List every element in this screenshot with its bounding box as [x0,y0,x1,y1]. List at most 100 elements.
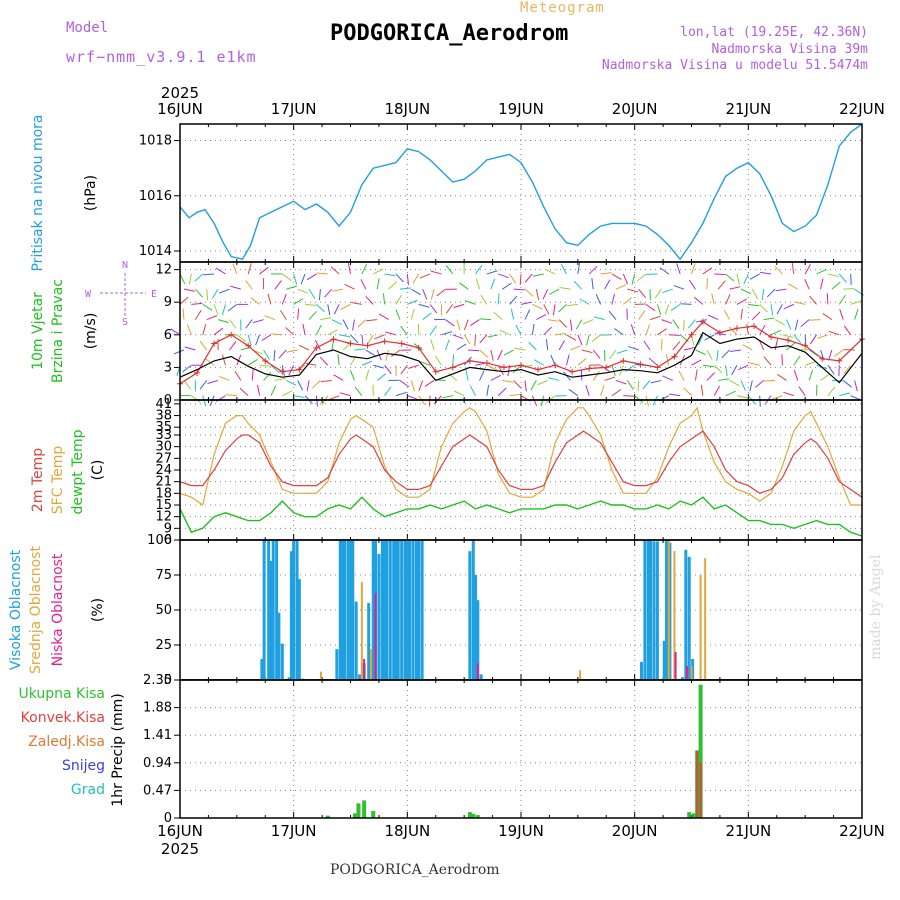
wind-arrow [509,273,517,284]
wind-arrow [452,334,464,340]
temp-ylabel-sfc: SFC Temp [50,446,66,515]
date-label-top: 20JUN [612,100,658,118]
wind-arrow [274,377,286,381]
wind-arrow [347,263,351,275]
wind-arrow [683,319,685,331]
wind-arrow [332,288,344,292]
wind-arrow [186,324,192,335]
wind-arrow [207,379,219,384]
wind-arrow [660,339,663,351]
wind-arrow [661,319,672,324]
wind-arrow [542,288,549,300]
wind-arrow [657,328,667,336]
ytick-label: 2.35 [143,673,172,688]
wind-arrow [261,334,272,342]
wind-arrow [759,304,768,313]
cloud-bar [652,541,656,680]
ytick-label: 9 [164,521,172,536]
wind-arrow [406,273,409,285]
gust-marker [262,357,269,364]
altitude-label: Nadmorska Visina 39m [711,42,868,57]
wind-arrow [278,349,287,359]
wind-arrow [263,349,270,360]
wind-arrow [479,370,485,381]
wind-arrow [520,301,532,305]
wind-arrow [280,309,287,320]
cloud-bar [374,593,377,680]
wind-arrow [316,304,325,313]
wind-arrow [568,388,579,397]
wind-arrow [543,304,550,315]
wind-arrow [182,364,192,373]
cloud-bar [479,674,483,680]
gust-marker [751,323,758,330]
wind-arrow [630,324,636,335]
wind-arrow [672,319,680,329]
wind-arrow [486,384,490,396]
gust-marker [194,369,201,376]
gust-marker [716,329,723,336]
wind-arrow [588,265,598,275]
wind-arrow [453,390,465,397]
wind-arrow [743,273,749,285]
wind-arrow [315,395,319,407]
wind-arrow [524,288,534,297]
wind-arrow [831,281,841,290]
wind-arrow [573,280,583,290]
wind-arrow [808,369,814,381]
wind-arrow [628,345,639,351]
wind-arrow [513,380,522,389]
ytick-label: 50 [155,603,172,618]
wind-arrow [549,288,560,295]
cloud-bar [662,640,666,680]
cloud-bar [674,652,677,680]
wind-arrow [717,280,726,290]
wind-arrow [798,386,806,396]
date-label-bottom: 22JUN [839,822,885,840]
wind-arrow [361,360,373,366]
cloud-bar [649,540,653,680]
wind-arrow [662,288,673,294]
wind-arrow [800,319,810,328]
cloud-bar [295,540,299,680]
cloud-bar [680,677,684,680]
wind-arrow [838,273,847,283]
wind-arrow [297,380,304,391]
wind-arrow [565,354,570,366]
wind-arrow [804,278,810,290]
wind-arrow [384,386,392,396]
cloud-bar [260,659,264,680]
cloud-bar [277,612,281,680]
wind-arrow [315,324,322,336]
wind-arrow [390,349,401,358]
wind-arrow [754,380,765,388]
wind-arrow [665,354,670,366]
cloud-bar [262,540,266,680]
gust-marker [699,318,706,325]
cloud-bar [385,540,389,680]
cloud-bar [668,542,672,680]
wind-arrow [577,334,583,346]
wind-arrow [365,349,376,357]
wind-arrow [839,392,851,397]
wind-arrow [418,303,430,308]
wind-arrow [360,279,367,290]
wind-arrow [536,313,547,321]
wind-arrow [563,371,571,381]
wind-arrow [366,319,378,322]
cloud-bar [471,540,475,680]
wind-arrow [229,340,237,351]
wind-arrow [333,374,344,381]
wind-arrow [555,332,567,336]
dewpt-line [179,496,863,537]
wind-arrow [282,390,293,397]
wind-arrow [843,364,852,375]
gust-marker [330,336,337,343]
wind-arrow [318,289,321,301]
wind-arrow [850,395,861,401]
precip-legend-item: Zaledj.Kisa [28,734,105,750]
precip-bar [699,762,702,818]
wind-arrow [202,395,207,407]
cloud-bar [388,540,392,680]
wind-arrow [429,304,438,314]
